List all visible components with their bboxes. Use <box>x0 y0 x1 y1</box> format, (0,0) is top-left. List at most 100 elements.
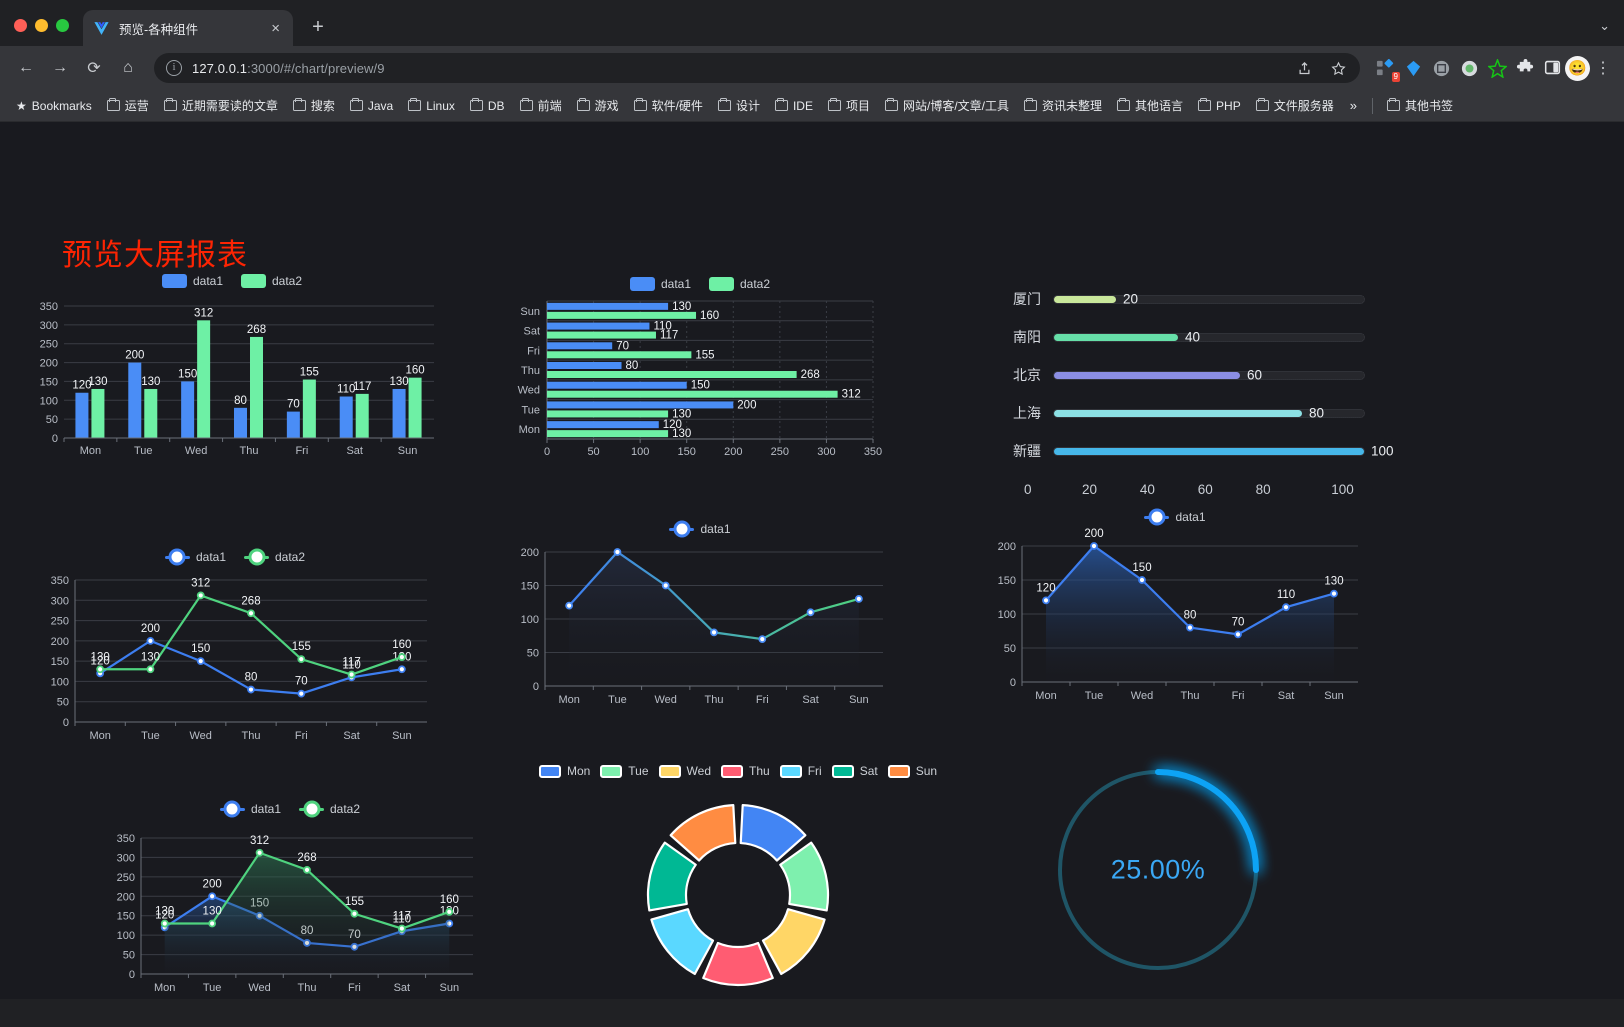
bookmark-folder[interactable]: 近期需要读的文章 <box>158 94 284 117</box>
svg-text:Sat: Sat <box>346 445 363 457</box>
maximize-window-button[interactable] <box>56 19 69 32</box>
legend-item-data1[interactable]: data1 <box>161 274 223 288</box>
progress-track[interactable]: 40 <box>1053 330 1365 345</box>
legend-item-data2[interactable]: data2 <box>241 274 302 288</box>
progress-axis-tick: 20 <box>1081 482 1097 497</box>
legend-item-data1[interactable]: data1 <box>219 802 281 816</box>
svg-text:350: 350 <box>864 446 882 458</box>
share-icon[interactable] <box>1288 52 1320 84</box>
svg-text:Sat: Sat <box>523 326 540 338</box>
legend-item-data1[interactable]: data1 <box>629 277 691 291</box>
legend-item-data1[interactable]: data1 <box>1144 510 1206 524</box>
svg-text:130: 130 <box>672 408 691 420</box>
bookmark-folder[interactable]: 运营 <box>101 94 155 117</box>
progress-axis-tick: 40 <box>1139 482 1155 497</box>
legend-item-sat[interactable]: Sat <box>831 764 878 778</box>
puzzle-extension-icon[interactable] <box>1516 58 1535 78</box>
home-button[interactable]: ⌂ <box>123 59 133 76</box>
donut-slice-sun[interactable] <box>669 804 737 862</box>
donut-slice-mon[interactable] <box>739 804 807 862</box>
svg-text:130: 130 <box>88 376 107 388</box>
svg-text:70: 70 <box>1232 616 1245 628</box>
progress-track[interactable]: 80 <box>1053 406 1365 421</box>
line-gradient-plot: 0 50 100 150 200 Mon Tue Wed Thu Fri Sat Sun <box>521 547 883 706</box>
bookmark-folder[interactable]: DB <box>464 96 511 116</box>
legend-label: Wed <box>686 764 711 778</box>
extension-badge-count: 9 <box>1391 71 1400 82</box>
legend-item-sun[interactable]: Sun <box>887 764 937 778</box>
bookmarks-root-item[interactable]: ★ Bookmarks <box>10 96 98 116</box>
chart-legend: data1 data2 <box>35 550 435 564</box>
bookmark-folder[interactable]: Linux <box>402 96 461 116</box>
browser-tab[interactable]: 预览-各种组件 × <box>83 10 293 46</box>
legend-item-mon[interactable]: Mon <box>538 764 590 778</box>
bookmark-folder[interactable]: 前端 <box>514 94 568 117</box>
green-dot-extension-icon[interactable] <box>1460 59 1479 78</box>
svg-text:Mon: Mon <box>1035 690 1056 702</box>
bookmark-folder[interactable]: 文件服务器 <box>1250 94 1340 117</box>
donut-slice-wed[interactable] <box>761 908 826 976</box>
close-tab-button[interactable]: × <box>271 19 280 37</box>
new-tab-button[interactable]: + <box>312 15 324 38</box>
legend-item-tue[interactable]: Tue <box>600 764 649 778</box>
forward-button[interactable]: → <box>52 59 68 76</box>
green-star-extension-icon[interactable] <box>1487 57 1508 79</box>
bookmark-label: 软件/硬件 <box>651 99 703 113</box>
bookmark-folder[interactable]: 设计 <box>712 94 766 117</box>
tabstrip-collapse-icon[interactable]: ⌄ <box>1599 18 1610 33</box>
site-info-icon[interactable]: i <box>166 60 182 76</box>
svg-text:Thu: Thu <box>240 445 259 457</box>
bookmark-folder[interactable]: 项目 <box>822 94 876 117</box>
diamond-extension-icon[interactable] <box>1404 59 1423 78</box>
donut-slice-fri[interactable] <box>650 908 715 976</box>
progress-track[interactable]: 60 <box>1053 367 1365 383</box>
profile-avatar[interactable]: 😀 <box>1565 55 1590 81</box>
back-button[interactable]: ← <box>18 59 34 76</box>
bookmark-folder[interactable]: 其他语言 <box>1111 94 1189 117</box>
donut-slice-thu[interactable] <box>702 941 774 987</box>
extension-icons: 9 <box>1370 57 1563 82</box>
progress-track[interactable]: 100 <box>1053 444 1394 459</box>
legend-item-data2[interactable]: data2 <box>244 550 305 564</box>
gray-circle-extension-icon[interactable] <box>1432 59 1451 78</box>
close-window-button[interactable] <box>14 19 27 32</box>
chart-legend: data1 data2 <box>505 277 895 291</box>
bookmark-folder[interactable]: 游戏 <box>571 94 625 117</box>
bookmark-folder[interactable]: 网站/博客/文章/工具 <box>879 94 1015 117</box>
legend-item-wed[interactable]: Wed <box>658 764 711 778</box>
legend-line-icon <box>164 555 190 559</box>
address-bar[interactable]: i 127.0.0.1:3000/#/chart/preview/9 <box>154 53 1360 83</box>
bookmark-folder[interactable]: Java <box>344 96 399 116</box>
progress-track[interactable]: 20 <box>1053 292 1365 307</box>
minimize-window-button[interactable] <box>35 19 48 32</box>
folder-icon <box>576 97 590 111</box>
bookmark-label: 其他书签 <box>1404 99 1453 113</box>
bookmark-folder[interactable]: 软件/硬件 <box>628 94 709 117</box>
progress-value: 60 <box>1247 367 1263 383</box>
bookmark-folder[interactable]: 搜索 <box>287 94 341 117</box>
svg-text:0: 0 <box>129 969 135 981</box>
legend-item-fri[interactable]: Fri <box>779 764 822 778</box>
svg-text:160: 160 <box>440 894 459 906</box>
donut-slice-sat[interactable] <box>646 841 697 912</box>
sidepanel-icon[interactable] <box>1544 59 1563 78</box>
donut-slice-tue[interactable] <box>779 841 830 912</box>
legend-item-data2[interactable]: data2 <box>299 802 360 816</box>
browser-menu-button[interactable]: ⋮ <box>1595 60 1611 77</box>
legend-item-data2[interactable]: data2 <box>709 277 770 291</box>
bookmark-folder[interactable]: 资讯未整理 <box>1018 94 1108 117</box>
legend-item-thu[interactable]: Thu <box>721 764 770 778</box>
legend-item-data1[interactable]: data1 <box>669 522 731 536</box>
extension-puzzle-grid-icon[interactable]: 9 <box>1376 58 1400 82</box>
other-bookmarks-folder[interactable]: 其他书签 <box>1381 94 1459 117</box>
legend-item-data1[interactable]: data1 <box>164 550 226 564</box>
bookmarks-overflow-button[interactable]: » <box>1349 98 1357 113</box>
folder-icon <box>1198 97 1212 111</box>
bookmark-folder[interactable]: IDE <box>769 96 819 116</box>
bookmark-folder[interactable]: PHP <box>1192 96 1247 116</box>
bookmark-star-icon[interactable] <box>1322 52 1354 84</box>
reload-button[interactable]: ⟳ <box>87 60 101 77</box>
svg-text:Thu: Thu <box>298 982 317 994</box>
svg-text:100: 100 <box>998 609 1016 621</box>
